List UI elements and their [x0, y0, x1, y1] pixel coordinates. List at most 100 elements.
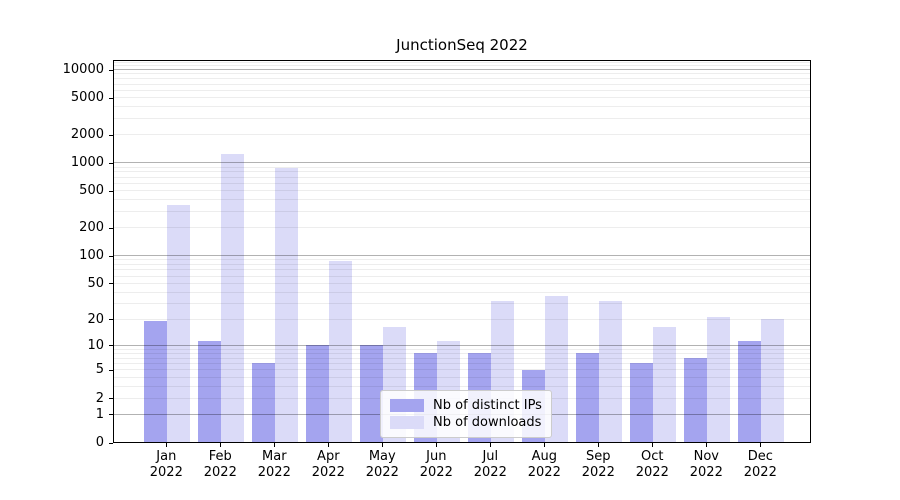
y-tick-label: 10 [87, 337, 104, 353]
x-tick-year: 2022 [635, 465, 669, 480]
legend-row: Nb of distinct IPs [390, 397, 542, 414]
bar-downloads-nov [707, 316, 731, 442]
y-tick-mark [109, 398, 113, 400]
bar-downloads-feb [221, 153, 245, 442]
y-tick-label: 2000 [70, 127, 104, 143]
gridline-minor [114, 190, 810, 192]
x-tick-year: 2022 [527, 465, 561, 480]
x-tick-month: Sep [586, 449, 611, 464]
chart-title: JunctionSeq 2022 [396, 36, 528, 54]
y-tick-mark [109, 162, 113, 164]
gridline-minor [114, 275, 810, 277]
gridline-minor [114, 259, 810, 261]
gridline-minor [114, 73, 810, 75]
gridline-minor [114, 282, 810, 284]
gridline-minor [114, 61, 810, 63]
x-tick-label-nov: Nov 2022 [676, 449, 736, 481]
x-tick-month: Oct [641, 449, 664, 464]
x-tick-year: 2022 [473, 465, 507, 480]
y-tick-mark [109, 283, 113, 285]
gridline-major [114, 255, 810, 257]
x-tick-year: 2022 [203, 465, 237, 480]
y-tick-mark [109, 134, 113, 136]
x-tick-mark [759, 443, 761, 447]
x-tick-label-aug: Aug 2022 [514, 449, 574, 481]
y-tick-mark [109, 319, 113, 321]
y-tick-mark [109, 69, 113, 71]
x-tick-year: 2022 [365, 465, 399, 480]
bar-distinct-ips-feb [198, 341, 222, 442]
x-tick-year: 2022 [419, 465, 453, 480]
gridline-major [114, 162, 810, 164]
gridline-minor [114, 211, 810, 212]
x-tick-month: Jun [426, 449, 447, 464]
gridline-minor [114, 291, 810, 293]
x-tick-year: 2022 [743, 465, 777, 480]
y-tick-mark [109, 345, 113, 347]
x-tick-month: Apr [317, 449, 340, 464]
bar-downloads-apr [329, 261, 353, 442]
gridline-minor [114, 264, 810, 266]
y-tick-mark [109, 442, 113, 444]
y-tick-label: 50 [87, 275, 104, 291]
x-tick-year: 2022 [257, 465, 291, 480]
x-tick-month: Mar [262, 449, 287, 464]
gridline-minor [114, 199, 810, 201]
x-tick-year: 2022 [149, 465, 183, 480]
y-tick-label: 5000 [70, 90, 104, 106]
gridline-minor [114, 183, 810, 185]
y-tick-mark [109, 190, 113, 192]
legend-row: Nb of downloads [390, 414, 542, 431]
x-tick-mark [219, 443, 221, 447]
gridline-minor [114, 171, 810, 173]
gridline-minor [114, 65, 810, 67]
bar-downloads-jan [167, 205, 191, 442]
x-tick-label-oct: Oct 2022 [622, 449, 682, 481]
y-tick-mark [109, 369, 113, 371]
y-tick-label: 1000 [70, 155, 104, 171]
gridline-minor [114, 166, 810, 168]
x-tick-mark [435, 443, 437, 447]
legend-swatch-downloads [390, 416, 424, 429]
x-tick-month: Aug [531, 449, 557, 464]
gridline-minor [114, 348, 810, 350]
x-tick-mark [705, 443, 707, 447]
x-tick-year: 2022 [689, 465, 723, 480]
gridline-minor [114, 134, 810, 136]
x-tick-month: May [368, 449, 396, 464]
x-tick-label-dec: Dec 2022 [730, 449, 790, 481]
bar-downloads-mar [275, 167, 299, 442]
bar-distinct-ips-may [360, 344, 384, 442]
x-tick-label-mar: Mar 2022 [244, 449, 304, 481]
x-tick-mark [165, 443, 167, 447]
gridline-minor [114, 78, 810, 80]
gridline-minor [114, 353, 810, 355]
bar-downloads-dec [761, 318, 785, 442]
y-tick-label: 500 [79, 183, 104, 199]
y-tick-label: 5 [95, 362, 104, 378]
y-tick-mark [109, 97, 113, 99]
x-tick-label-sep: Sep 2022 [568, 449, 628, 481]
bar-distinct-ips-sep [576, 353, 600, 442]
x-tick-mark [327, 443, 329, 447]
y-tick-label: 10000 [62, 62, 104, 78]
y-tick-label: 100 [79, 248, 104, 264]
gridline-minor [114, 376, 810, 378]
bar-downloads-oct [653, 327, 677, 442]
x-tick-mark [381, 443, 383, 447]
x-tick-mark [273, 443, 275, 447]
gridline-minor [114, 369, 810, 371]
x-tick-label-apr: Apr 2022 [298, 449, 358, 481]
y-tick-label: 0 [95, 435, 104, 450]
gridline-minor [114, 176, 810, 178]
x-tick-month: Nov [693, 449, 719, 464]
x-tick-mark [489, 443, 491, 447]
y-tick-label: 2 [95, 390, 104, 406]
gridline-minor [114, 363, 810, 365]
x-tick-mark [651, 443, 653, 447]
x-tick-label-feb: Feb 2022 [190, 449, 250, 481]
x-tick-mark [543, 443, 545, 447]
legend-label-distinct-ips: Nb of distinct IPs [433, 397, 542, 413]
x-tick-month: Feb [208, 449, 232, 464]
